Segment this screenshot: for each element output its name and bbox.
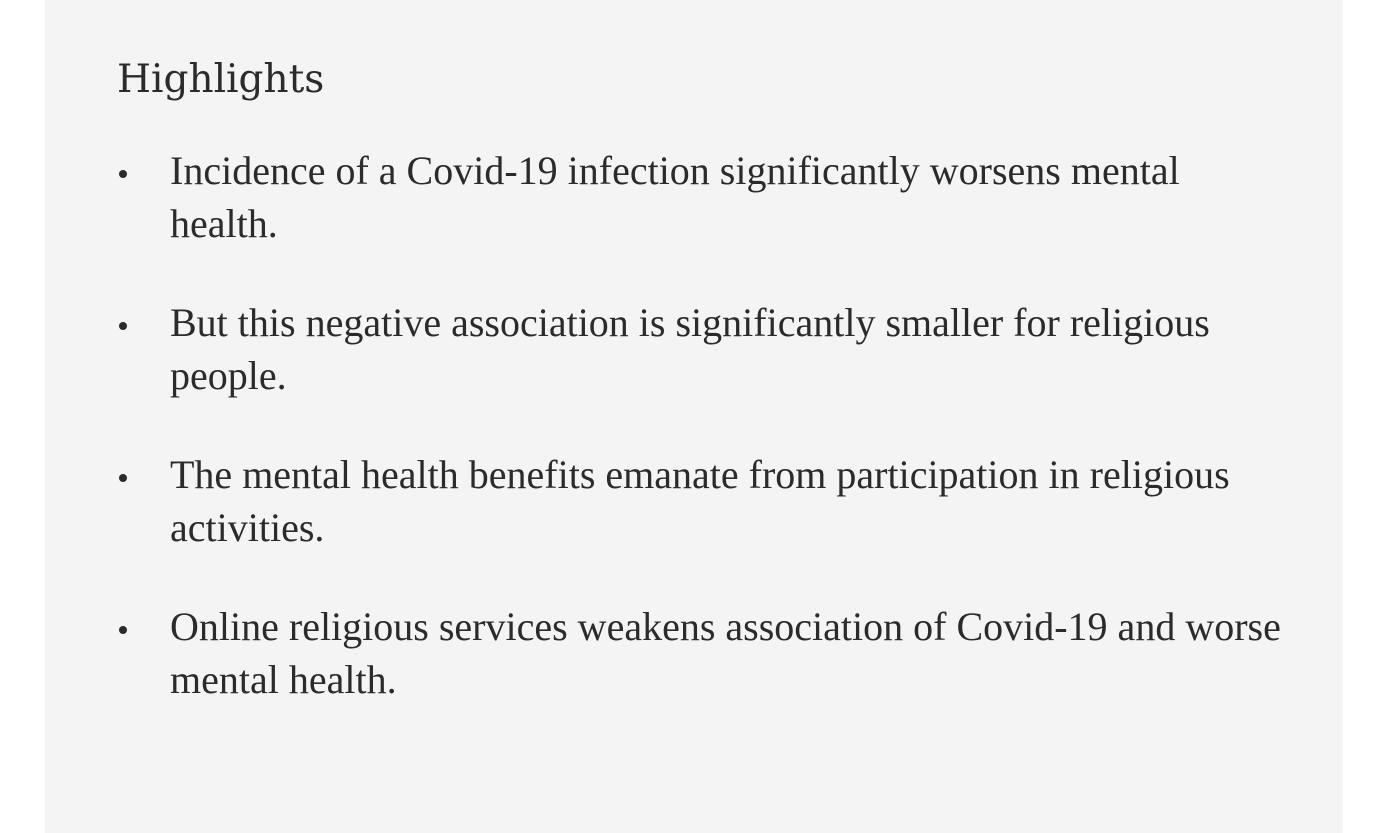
highlight-item: The mental health benefits emanate from …	[117, 448, 1302, 554]
highlights-panel: Highlights Incidence of a Covid-19 infec…	[45, 0, 1343, 833]
bullet-icon	[119, 474, 127, 482]
highlight-line: But this negative association is signifi…	[170, 300, 1210, 345]
highlight-item: Online religious services weakens associ…	[117, 600, 1302, 706]
highlight-item: But this negative association is signifi…	[117, 296, 1302, 402]
bullet-icon	[119, 322, 127, 330]
highlight-line: Online religious services weakens associ…	[170, 604, 1281, 649]
highlight-line: Incidence of a Covid-19 infection signif…	[170, 148, 1180, 193]
highlights-content: Highlights Incidence of a Covid-19 infec…	[45, 0, 1343, 706]
highlight-line: mental health.	[170, 657, 397, 702]
highlight-line: The mental health benefits emanate from …	[170, 452, 1230, 497]
highlight-line: health.	[170, 201, 278, 246]
bullet-icon	[119, 626, 127, 634]
highlight-item: Incidence of a Covid-19 infection signif…	[117, 144, 1302, 250]
highlight-text: But this negative association is signifi…	[170, 296, 1302, 402]
highlight-text: Online religious services weakens associ…	[170, 600, 1302, 706]
highlights-list: Incidence of a Covid-19 infection signif…	[117, 144, 1303, 706]
highlights-title: Highlights	[117, 57, 325, 102]
highlight-text: The mental health benefits emanate from …	[170, 448, 1302, 554]
bullet-icon	[119, 170, 127, 178]
highlight-line: people.	[170, 353, 287, 398]
highlight-line: activities.	[170, 505, 325, 550]
highlight-text: Incidence of a Covid-19 infection signif…	[170, 144, 1302, 250]
